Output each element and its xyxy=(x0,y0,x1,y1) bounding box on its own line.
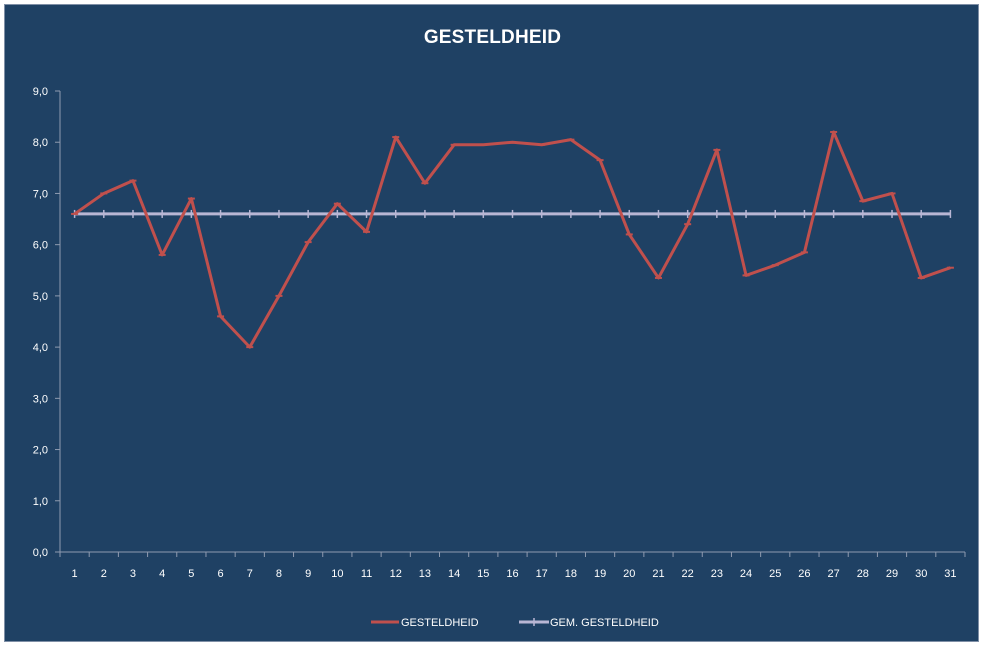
x-tick-label: 6 xyxy=(218,568,224,580)
x-tick-label: 17 xyxy=(536,568,548,580)
x-tick-label: 24 xyxy=(740,568,752,580)
line-chart: 0,01,02,03,04,05,06,07,08,09,01 2 3 4 5 6 7 8 9 1… xyxy=(33,86,966,629)
x-tick-label: 25 xyxy=(769,568,781,580)
x-tick-label: 5 xyxy=(188,568,194,580)
x-tick-label: 3 xyxy=(130,568,136,580)
x-tick-label: 4 xyxy=(159,568,165,580)
y-tick-label: 6,0 xyxy=(33,240,48,252)
x-tick-label: 16 xyxy=(506,568,518,580)
x-tick-label: 26 xyxy=(798,568,810,580)
chart-frame: GESTELDHEID 0,0 1,0 2,0 3,0 4,0 5,0 6,0 7,0 8,0 9… xyxy=(4,4,979,642)
x-tick-label: 14 xyxy=(448,568,460,580)
x-tick-label: 20 xyxy=(623,568,635,580)
y-tick-label: 9,0 xyxy=(33,86,48,98)
x-tick-label: 30 xyxy=(915,568,927,580)
x-tick-label: 15 xyxy=(477,568,489,580)
x-tick-label: 18 xyxy=(565,568,577,580)
y-tick-label: 4,0 xyxy=(33,342,48,354)
x-tick-label: 1 xyxy=(72,568,78,580)
x-tick-label: 21 xyxy=(652,568,664,580)
x-tick-label: 19 xyxy=(594,568,606,580)
y-tick-label: 1,0 xyxy=(33,496,48,508)
x-tick-label: 8 xyxy=(276,568,282,580)
y-tick-label: 8,0 xyxy=(33,137,48,149)
x-tick-label: 9 xyxy=(305,568,311,580)
x-tick-label: 12 xyxy=(390,568,402,580)
x-tick-label: 2 xyxy=(101,568,107,580)
x-tick-label: 31 xyxy=(944,568,956,580)
x-tick-label: 22 xyxy=(682,568,694,580)
y-tick-label: 3,0 xyxy=(33,393,48,405)
legend-label-gem-gesteldheid: GEM. GESTELDHEID xyxy=(550,617,659,629)
x-tick-label: 28 xyxy=(857,568,869,580)
x-tick-label: 10 xyxy=(331,568,343,580)
x-tick-label: 27 xyxy=(828,568,840,580)
chart-title: GESTELDHEID xyxy=(423,27,562,48)
x-tick-label: 23 xyxy=(711,568,723,580)
y-tick-label: 5,0 xyxy=(33,291,48,303)
x-tick-label: 29 xyxy=(886,568,898,580)
x-tick-label: 7 xyxy=(247,568,253,580)
x-tick-label: 11 xyxy=(361,568,372,580)
y-tick-label: 2,0 xyxy=(33,445,48,457)
series-line-gesteldheid xyxy=(73,130,951,349)
y-tick-label: 0,0 xyxy=(33,547,48,559)
x-tick-label: 13 xyxy=(419,568,431,580)
y-tick-label: 7,0 xyxy=(33,188,48,200)
legend-label-gesteldheid: GESTELDHEID xyxy=(401,617,479,629)
